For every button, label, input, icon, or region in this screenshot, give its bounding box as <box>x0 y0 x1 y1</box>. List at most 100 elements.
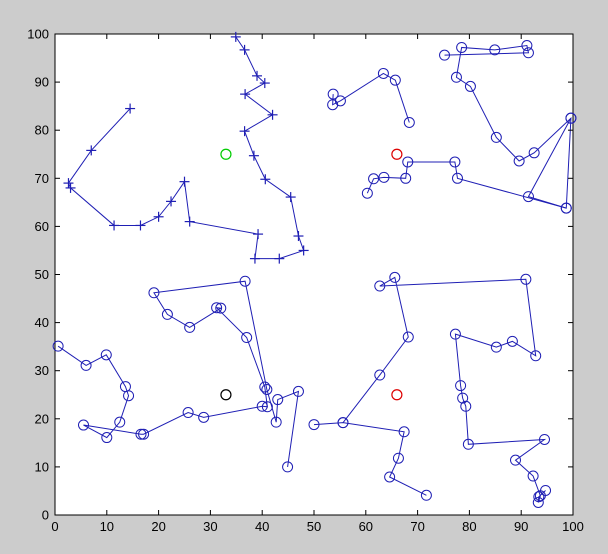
data-point-circle <box>114 416 126 428</box>
data-point-circle <box>77 419 89 431</box>
x-tick-label: 100 <box>562 519 584 534</box>
data-point-plus <box>285 192 296 203</box>
data-point-circle <box>161 308 173 320</box>
data-point-plus <box>86 145 97 156</box>
data-point-circle <box>532 496 544 508</box>
data-point-circle <box>270 416 282 428</box>
data-point-plus <box>253 229 264 240</box>
data-point-circle <box>439 49 451 61</box>
data-point-circle <box>522 191 534 203</box>
data-point-circle <box>259 381 271 393</box>
data-point-circle <box>462 438 474 450</box>
data-point-circle <box>464 80 476 92</box>
x-tick-label: 50 <box>307 519 321 534</box>
data-point-circle <box>460 400 472 412</box>
data-point-circle <box>533 491 545 503</box>
data-point-plus <box>230 31 241 42</box>
data-point-circle <box>521 40 533 52</box>
data-point-circle <box>389 271 401 283</box>
y-tick-label: 40 <box>35 315 49 330</box>
special-marker <box>391 148 403 160</box>
data-point-circle <box>211 302 223 314</box>
series-path-3 <box>327 67 415 129</box>
data-point-circle <box>374 280 386 292</box>
data-point-circle <box>489 44 501 56</box>
data-point-circle <box>522 47 534 59</box>
data-point-circle <box>135 428 147 440</box>
data-point-circle <box>337 417 349 429</box>
x-tick-label: 10 <box>100 519 114 534</box>
y-tick-label: 90 <box>35 75 49 90</box>
data-point-plus <box>179 176 190 187</box>
series-path-4 <box>522 112 577 214</box>
x-tick-label: 40 <box>255 519 269 534</box>
data-point-circle <box>540 484 552 496</box>
data-point-plus <box>240 89 251 100</box>
data-point-circle <box>403 117 415 129</box>
data-point-circle <box>256 400 268 412</box>
data-point-plus <box>259 78 270 89</box>
data-point-circle <box>389 74 401 86</box>
data-point-plus <box>239 44 250 55</box>
y-tick-label: 20 <box>35 411 49 426</box>
series-line <box>527 117 572 209</box>
data-point-plus <box>109 220 120 231</box>
data-point-circle <box>420 489 432 501</box>
y-tick-label: 50 <box>35 267 49 282</box>
data-point-circle <box>198 411 210 423</box>
y-tick-label: 30 <box>35 363 49 378</box>
series-line <box>332 72 410 123</box>
data-point-circle <box>510 454 522 466</box>
x-tick-label: 30 <box>203 519 217 534</box>
data-point-circle <box>392 452 404 464</box>
data-point-circle <box>520 273 532 285</box>
data-point-circle <box>377 67 389 79</box>
data-point-circle <box>560 202 572 214</box>
data-point-circle <box>52 340 64 352</box>
data-point-circle <box>241 332 253 344</box>
data-point-plus <box>184 216 195 227</box>
y-tick-label: 10 <box>35 459 49 474</box>
data-point-circle <box>368 173 380 185</box>
data-point-circle <box>261 383 273 395</box>
data-point-circle <box>530 350 542 362</box>
series-path-7 <box>337 271 552 508</box>
series-layer <box>52 31 577 508</box>
data-point-circle <box>450 71 462 83</box>
data-point-circle <box>456 41 468 53</box>
data-point-circle <box>402 331 414 343</box>
data-point-circle <box>455 380 467 392</box>
data-point-circle <box>361 187 373 199</box>
special-marker-layer <box>220 148 403 401</box>
series-line <box>342 276 547 503</box>
data-point-circle <box>539 433 551 445</box>
data-point-circle <box>292 385 304 397</box>
data-point-plus <box>298 245 309 256</box>
data-point-circle <box>451 172 463 184</box>
data-point-circle <box>282 461 294 473</box>
special-marker <box>220 389 232 401</box>
special-marker <box>220 148 232 160</box>
data-point-circle <box>384 471 396 483</box>
x-tick-label: 80 <box>462 519 476 534</box>
data-point-circle <box>100 349 112 361</box>
y-tick-label: 60 <box>35 219 49 234</box>
data-point-circle <box>374 369 386 381</box>
series-line <box>366 44 572 209</box>
data-point-circle <box>123 390 135 402</box>
data-point-circle <box>528 147 540 159</box>
data-point-plus <box>249 253 260 264</box>
data-point-circle <box>327 88 339 100</box>
data-point-plus <box>135 220 146 231</box>
data-point-plus <box>260 174 271 185</box>
data-point-circle <box>490 131 502 143</box>
data-point-circle <box>378 171 390 183</box>
plot-area <box>54 33 574 516</box>
data-point-plus <box>153 211 164 222</box>
data-point-plus <box>274 253 285 264</box>
data-point-circle <box>565 112 577 124</box>
data-point-circle <box>398 426 410 438</box>
data-point-circle <box>402 156 414 168</box>
data-point-circle <box>138 428 150 440</box>
